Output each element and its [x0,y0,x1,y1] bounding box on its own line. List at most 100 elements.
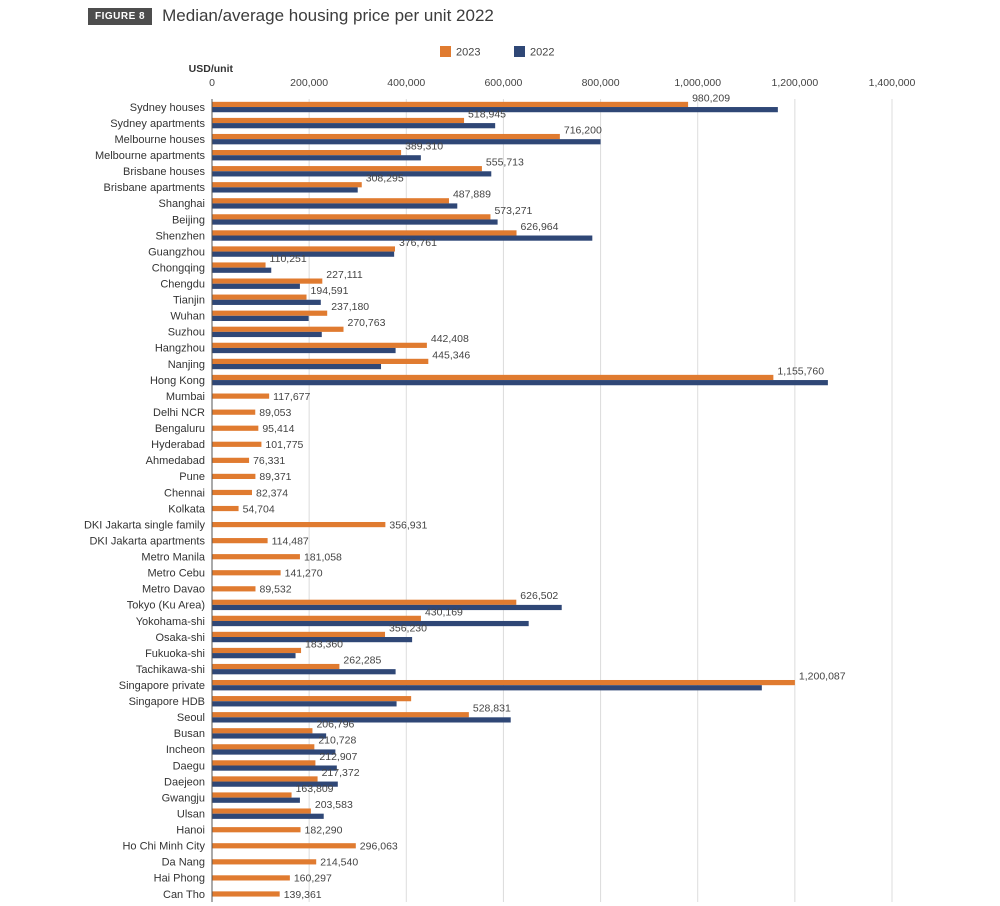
bar-2022 [212,717,511,723]
category-label: Chongqing [152,262,205,274]
bar-2023 [212,278,323,284]
bar-2023 [212,744,315,750]
axis-unit-label: USD/unit [189,63,234,75]
x-tick-label: 1,400,000 [869,77,916,89]
category-label: Busan [174,728,205,740]
data-label: 206,796 [316,719,354,731]
bar-2023 [212,198,449,204]
category-label: Ho Chi Minh City [122,841,205,853]
bar-2022 [212,363,382,370]
bar-2023 [212,358,429,364]
category-label: Delhi NCR [153,407,205,419]
data-label: 442,408 [431,333,469,345]
category-label: Hyderabad [151,439,205,451]
bar-2023 [212,891,280,897]
bar-2023 [212,663,340,670]
category-label: Daegu [173,760,205,772]
data-label: 141,270 [285,568,323,580]
category-label: Mumbai [166,391,205,403]
legend: 2023 2022 [440,46,554,59]
bar-2023 [212,409,256,415]
bar-2022 [212,653,296,659]
data-label: 114,487 [272,535,309,547]
bar-2023 [212,262,266,268]
bar-2022 [212,765,337,771]
data-label: 82,374 [256,487,288,499]
data-label: 626,502 [520,590,558,602]
data-label: 356,931 [389,519,427,531]
category-label: Hanoi [176,825,205,837]
legend-label-2022: 2022 [530,47,554,59]
bar-2023 [212,214,491,220]
category-label: Kolkata [168,503,206,515]
bar-2023 [212,808,311,814]
bar-2023 [212,294,307,300]
bar-2023 [212,875,290,881]
data-label: 227,111 [326,269,363,281]
category-label: Bengaluru [155,423,205,435]
category-label: Shanghai [159,198,206,210]
x-axis-ticks: 0 200,000 400,000 600,000 800,000 1,000,000 1,… [209,77,915,89]
bar-2022 [212,637,413,643]
bar-2023 [212,117,465,124]
bar-2022 [212,203,458,209]
data-label: 214,540 [320,857,358,869]
x-tick-label: 1,000,000 [674,77,721,89]
category-label: Metro Manila [141,552,205,564]
data-label: 308,295 [366,173,404,185]
category-label: Melbourne apartments [95,150,206,162]
data-label: 1,155,760 [777,365,824,377]
category-label: Ulsan [177,808,205,820]
x-tick-label: 800,000 [582,77,620,89]
category-label: Brisbane apartments [104,182,206,194]
bar-2023 [212,374,774,381]
category-label: DKI Jakarta apartments [89,535,205,547]
data-label: 376,761 [399,237,437,249]
bar-2023 [212,521,386,528]
data-label: 528,831 [473,703,511,715]
category-label: Sydney houses [130,102,206,114]
data-label: 430,169 [425,606,463,618]
figure-tag: FIGURE 8 [88,7,153,25]
legend-label-2023: 2023 [456,47,480,59]
data-labels: 980,209 518,945 716,200 389,310 555,713 308,2… [243,92,846,900]
category-label: Tachikawa-shi [136,664,205,676]
bar-2022 [212,685,762,691]
data-label: 518,945 [468,108,506,120]
x-tick-label: 400,000 [387,77,425,89]
bar-2023 [212,760,316,766]
bar-2023 [212,859,317,865]
bar-2023 [212,554,300,560]
category-label: Seoul [177,712,205,724]
bar-2022 [212,797,300,803]
data-label: 445,346 [432,349,470,361]
bar-2023 [212,425,259,431]
data-label: 262,285 [343,654,381,666]
data-label: 182,290 [305,825,343,837]
bar-2023 [212,776,318,782]
bar-2023 [212,570,281,576]
bar-2023 [212,599,517,605]
data-label: 296,063 [360,841,398,853]
bar-2023 [212,679,795,686]
bar-2022 [212,299,321,305]
bar-2023 [212,647,302,654]
category-label: Hong Kong [150,375,205,387]
bar-2022 [212,380,828,386]
bar-2023 [212,473,256,480]
bar-2023 [212,827,301,833]
category-label: Fukuoka-shi [145,648,205,660]
data-label: 194,591 [311,285,349,297]
category-label: Gwangju [162,792,205,804]
bar-2022 [212,733,327,739]
category-label: Singapore private [119,680,205,692]
data-label: 212,907 [319,751,357,763]
data-label: 1,200,087 [799,670,846,682]
data-label: 163,809 [296,783,334,795]
bar-2023 [212,393,270,399]
category-label: Wuhan [170,311,205,323]
figure-header: FIGURE 8 Median/average housing price pe… [88,6,494,26]
bar-2023 [212,586,256,592]
category-label: Metro Cebu [148,568,205,580]
bar-2022 [212,251,395,257]
